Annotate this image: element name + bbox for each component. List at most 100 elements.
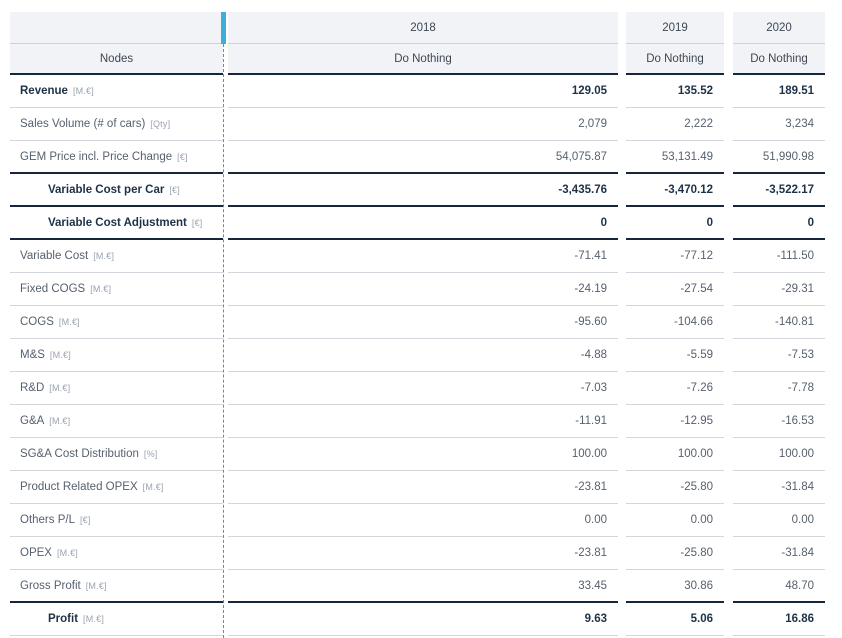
column-gap [724,207,733,240]
value-cell-2020[interactable]: 16.86 [733,603,825,636]
value-cell-2018[interactable]: 54,075.87 [228,141,618,174]
node-label-cell[interactable]: Sales Volume (# of cars) [Qty] [10,108,223,141]
node-unit-tag: [M.€] [93,251,115,261]
value-cell-2018[interactable]: -4.88 [228,339,618,372]
value-cell-2020[interactable]: -31.84 [733,471,825,504]
node-label-cell[interactable]: R&D [M.€] [10,372,223,405]
node-label-cell[interactable]: Variable Cost per Car [€] [10,174,223,207]
scenario-header-row: Nodes Do Nothing Do Nothing Do Nothing [10,44,825,75]
table-row: Profit [M.€] 9.63 5.06 16.86 [10,603,825,636]
value-cell-2018[interactable]: 0 [228,207,618,240]
value-cell-2019[interactable]: -25.80 [626,471,724,504]
value-cell-2019[interactable]: 100.00 [626,438,724,471]
value-cell-2019[interactable]: 53,131.49 [626,141,724,174]
column-gap [618,537,626,570]
value-cell-2018[interactable]: -7.03 [228,372,618,405]
value-cell-2018[interactable]: -23.81 [228,471,618,504]
value-cell-2020[interactable]: -3,522.17 [733,174,825,207]
column-gap [223,44,228,75]
value-cell-2020[interactable]: -7.78 [733,372,825,405]
value-cell-2019[interactable]: -5.59 [626,339,724,372]
node-label: Profit [48,613,79,625]
column-gap [618,75,626,108]
value-cell-2019[interactable]: -12.95 [626,405,724,438]
scenario-header-2018[interactable]: Do Nothing [228,44,618,75]
column-gap [724,570,733,603]
value-cell-2019[interactable]: 2,222 [626,108,724,141]
table-row: OPEX [M.€] -23.81 -25.80 -31.84 [10,537,825,570]
node-label: GEM Price incl. Price Change [20,150,173,163]
value-cell-2018[interactable]: 33.45 [228,570,618,603]
node-label-cell[interactable]: M&S [M.€] [10,339,223,372]
value-cell-2020[interactable]: 48.70 [733,570,825,603]
node-label: Product Related OPEX [20,481,138,493]
column-gap [618,240,626,273]
year-column-header-2018[interactable]: 2018 [228,12,618,44]
value-cell-2019[interactable]: 5.06 [626,603,724,636]
value-cell-2019[interactable]: -27.54 [626,273,724,306]
value-cell-2018[interactable]: -3,435.76 [228,174,618,207]
node-label: Variable Cost [20,250,89,262]
year-column-header-2020[interactable]: 2020 [733,12,825,44]
node-label-cell[interactable]: GEM Price incl. Price Change [€] [10,141,223,174]
value-cell-2019[interactable]: -7.26 [626,372,724,405]
node-label-cell[interactable]: Product Related OPEX [M.€] [10,471,223,504]
node-unit-tag: [Qty] [150,119,171,129]
value-cell-2019[interactable]: 30.86 [626,570,724,603]
value-cell-2018[interactable]: 100.00 [228,438,618,471]
value-cell-2018[interactable]: 129.05 [228,75,618,108]
value-cell-2020[interactable]: -31.84 [733,537,825,570]
table-row: Revenue [M.€] 129.05 135.52 189.51 [10,75,825,108]
value-cell-2019[interactable]: 0 [626,207,724,240]
value-cell-2020[interactable]: 100.00 [733,438,825,471]
node-label-cell[interactable]: Profit [M.€] [10,603,223,636]
value-cell-2018[interactable]: -23.81 [228,537,618,570]
node-unit-tag: [%] [143,449,158,459]
table-row: Others P/L [€] 0.00 0.00 0.00 [10,504,825,537]
column-gap [618,273,626,306]
node-label-cell[interactable]: Gross Profit [M.€] [10,570,223,603]
value-cell-2019[interactable]: 135.52 [626,75,724,108]
value-cell-2019[interactable]: -104.66 [626,306,724,339]
column-gap [724,438,733,471]
node-label-cell[interactable]: Fixed COGS [M.€] [10,273,223,306]
year-column-header-2019[interactable]: 2019 [626,12,724,44]
value-cell-2018[interactable]: 9.63 [228,603,618,636]
node-unit-tag: [M.€] [142,482,164,492]
column-gap [618,603,626,636]
value-cell-2018[interactable]: -95.60 [228,306,618,339]
value-cell-2019[interactable]: -77.12 [626,240,724,273]
value-cell-2018[interactable]: -24.19 [228,273,618,306]
value-cell-2019[interactable]: -3,470.12 [626,174,724,207]
value-cell-2020[interactable]: -140.81 [733,306,825,339]
value-cell-2020[interactable]: 51,990.98 [733,141,825,174]
node-label-cell[interactable]: Revenue [M.€] [10,75,223,108]
node-label-cell[interactable]: Variable Cost [M.€] [10,240,223,273]
value-cell-2020[interactable]: 3,234 [733,108,825,141]
value-cell-2020[interactable]: 0.00 [733,504,825,537]
value-cell-2020[interactable]: -7.53 [733,339,825,372]
value-cell-2020[interactable]: -16.53 [733,405,825,438]
value-cell-2019[interactable]: -25.80 [626,537,724,570]
value-cell-2018[interactable]: 2,079 [228,108,618,141]
value-cell-2018[interactable]: -71.41 [228,240,618,273]
scenario-header-2020[interactable]: Do Nothing [733,44,825,75]
value-cell-2020[interactable]: 189.51 [733,75,825,108]
table-row: Product Related OPEX [M.€] -23.81 -25.80… [10,471,825,504]
value-cell-2019[interactable]: 0.00 [626,504,724,537]
value-cell-2020[interactable]: 0 [733,207,825,240]
value-cell-2018[interactable]: -11.91 [228,405,618,438]
node-label-cell[interactable]: COGS [M.€] [10,306,223,339]
value-cell-2020[interactable]: -29.31 [733,273,825,306]
node-label-cell[interactable]: Others P/L [€] [10,504,223,537]
value-cell-2020[interactable]: -111.50 [733,240,825,273]
node-label: Fixed COGS [20,283,86,295]
node-label-cell[interactable]: SG&A Cost Distribution [%] [10,438,223,471]
value-cell-2018[interactable]: 0.00 [228,504,618,537]
node-label-cell[interactable]: G&A [M.€] [10,405,223,438]
node-label-cell[interactable]: OPEX [M.€] [10,537,223,570]
node-label-cell[interactable]: Variable Cost Adjustment [€] [10,207,223,240]
scenario-header-2019[interactable]: Do Nothing [626,44,724,75]
frozen-pane-divider[interactable] [223,44,224,638]
